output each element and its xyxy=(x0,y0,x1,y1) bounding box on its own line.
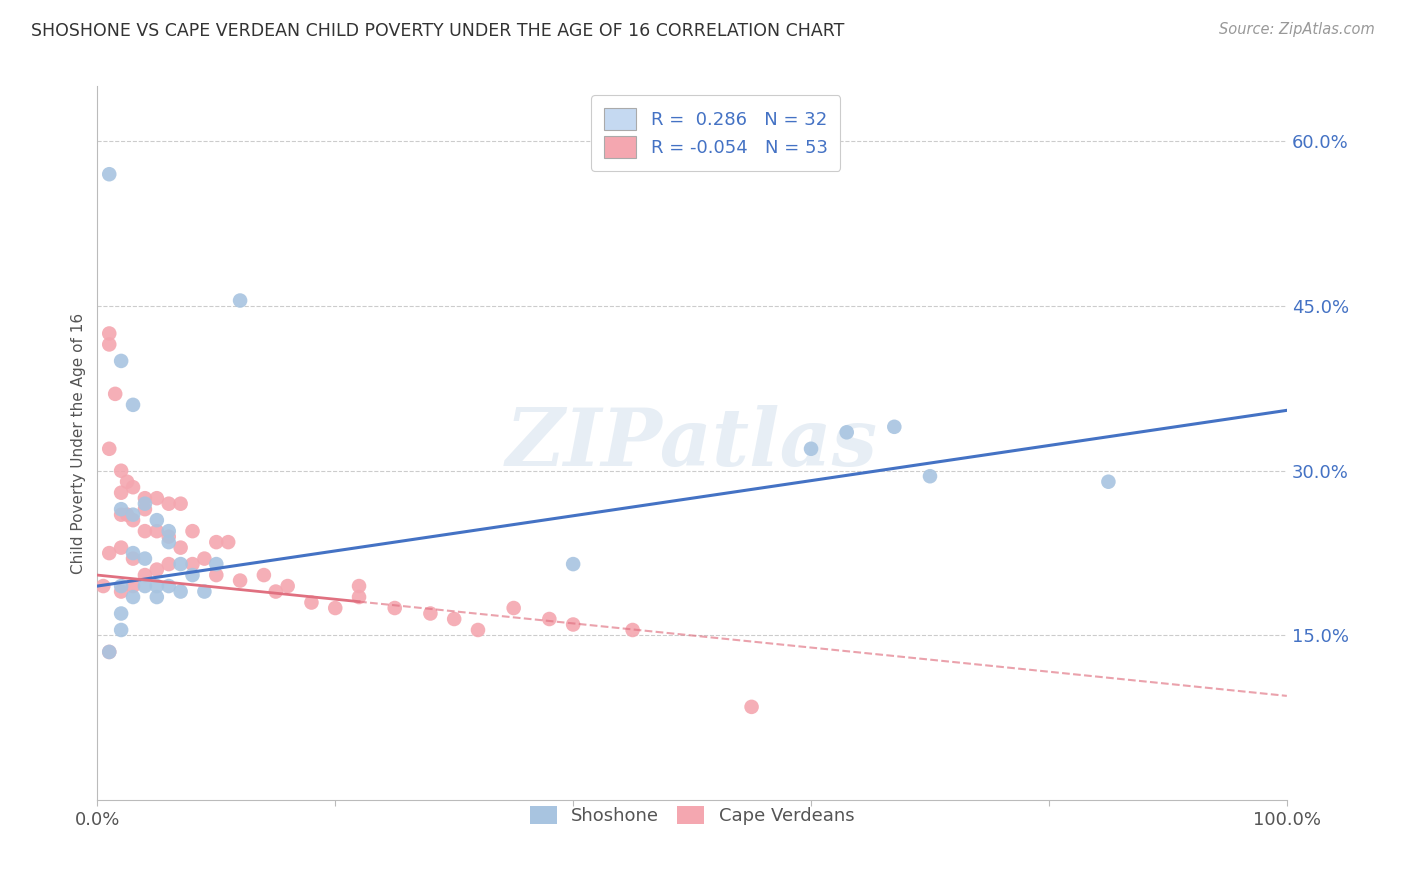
Point xyxy=(146,513,169,527)
Point xyxy=(122,590,145,604)
Point xyxy=(157,497,180,511)
Point xyxy=(122,480,145,494)
Point xyxy=(110,584,132,599)
Point xyxy=(110,502,132,516)
Point xyxy=(193,584,215,599)
Point xyxy=(104,387,127,401)
Point xyxy=(835,425,858,440)
Point xyxy=(264,584,287,599)
Point xyxy=(181,557,204,571)
Point xyxy=(323,601,346,615)
Point xyxy=(800,442,823,456)
Point xyxy=(115,508,138,522)
Point xyxy=(883,419,905,434)
Point xyxy=(98,442,121,456)
Point xyxy=(169,541,191,555)
Point xyxy=(98,645,121,659)
Point xyxy=(134,551,156,566)
Point xyxy=(918,469,941,483)
Point xyxy=(562,557,585,571)
Point xyxy=(217,535,239,549)
Point xyxy=(301,595,323,609)
Point xyxy=(134,579,156,593)
Point xyxy=(134,502,156,516)
Point xyxy=(134,524,156,538)
Point xyxy=(110,579,132,593)
Point xyxy=(110,508,132,522)
Text: SHOSHONE VS CAPE VERDEAN CHILD POVERTY UNDER THE AGE OF 16 CORRELATION CHART: SHOSHONE VS CAPE VERDEAN CHILD POVERTY U… xyxy=(31,22,845,40)
Legend: Shoshone, Cape Verdeans: Shoshone, Cape Verdeans xyxy=(520,797,863,834)
Point xyxy=(98,546,121,560)
Point xyxy=(253,568,276,582)
Point xyxy=(277,579,299,593)
Point xyxy=(347,590,370,604)
Point xyxy=(110,485,132,500)
Point xyxy=(122,513,145,527)
Point xyxy=(193,551,215,566)
Point xyxy=(181,524,204,538)
Point xyxy=(146,579,169,593)
Point xyxy=(110,464,132,478)
Point xyxy=(467,623,489,637)
Point xyxy=(1097,475,1119,489)
Point xyxy=(98,167,121,181)
Point xyxy=(419,607,441,621)
Point xyxy=(741,699,763,714)
Point xyxy=(110,623,132,637)
Point xyxy=(157,524,180,538)
Point xyxy=(146,590,169,604)
Point xyxy=(621,623,644,637)
Point xyxy=(169,584,191,599)
Point xyxy=(562,617,585,632)
Point xyxy=(538,612,561,626)
Point xyxy=(229,293,252,308)
Point xyxy=(98,337,121,351)
Point xyxy=(98,645,121,659)
Point xyxy=(134,497,156,511)
Text: Source: ZipAtlas.com: Source: ZipAtlas.com xyxy=(1219,22,1375,37)
Point xyxy=(110,607,132,621)
Y-axis label: Child Poverty Under the Age of 16: Child Poverty Under the Age of 16 xyxy=(72,313,86,574)
Point xyxy=(146,491,169,506)
Text: ZIPatlas: ZIPatlas xyxy=(506,405,879,482)
Point xyxy=(205,535,228,549)
Point xyxy=(122,551,145,566)
Point xyxy=(122,579,145,593)
Point xyxy=(169,497,191,511)
Point xyxy=(134,568,156,582)
Point xyxy=(157,557,180,571)
Point xyxy=(157,579,180,593)
Point xyxy=(122,546,145,560)
Point xyxy=(157,530,180,544)
Point xyxy=(347,579,370,593)
Point xyxy=(98,326,121,341)
Point xyxy=(110,354,132,368)
Point xyxy=(115,475,138,489)
Point xyxy=(122,398,145,412)
Point xyxy=(384,601,406,615)
Point xyxy=(229,574,252,588)
Point xyxy=(181,568,204,582)
Point xyxy=(502,601,524,615)
Point xyxy=(157,535,180,549)
Point xyxy=(122,508,145,522)
Point xyxy=(134,491,156,506)
Point xyxy=(91,579,114,593)
Point xyxy=(146,563,169,577)
Point xyxy=(110,541,132,555)
Point xyxy=(205,557,228,571)
Point xyxy=(443,612,465,626)
Point xyxy=(146,524,169,538)
Point xyxy=(205,568,228,582)
Point xyxy=(169,557,191,571)
